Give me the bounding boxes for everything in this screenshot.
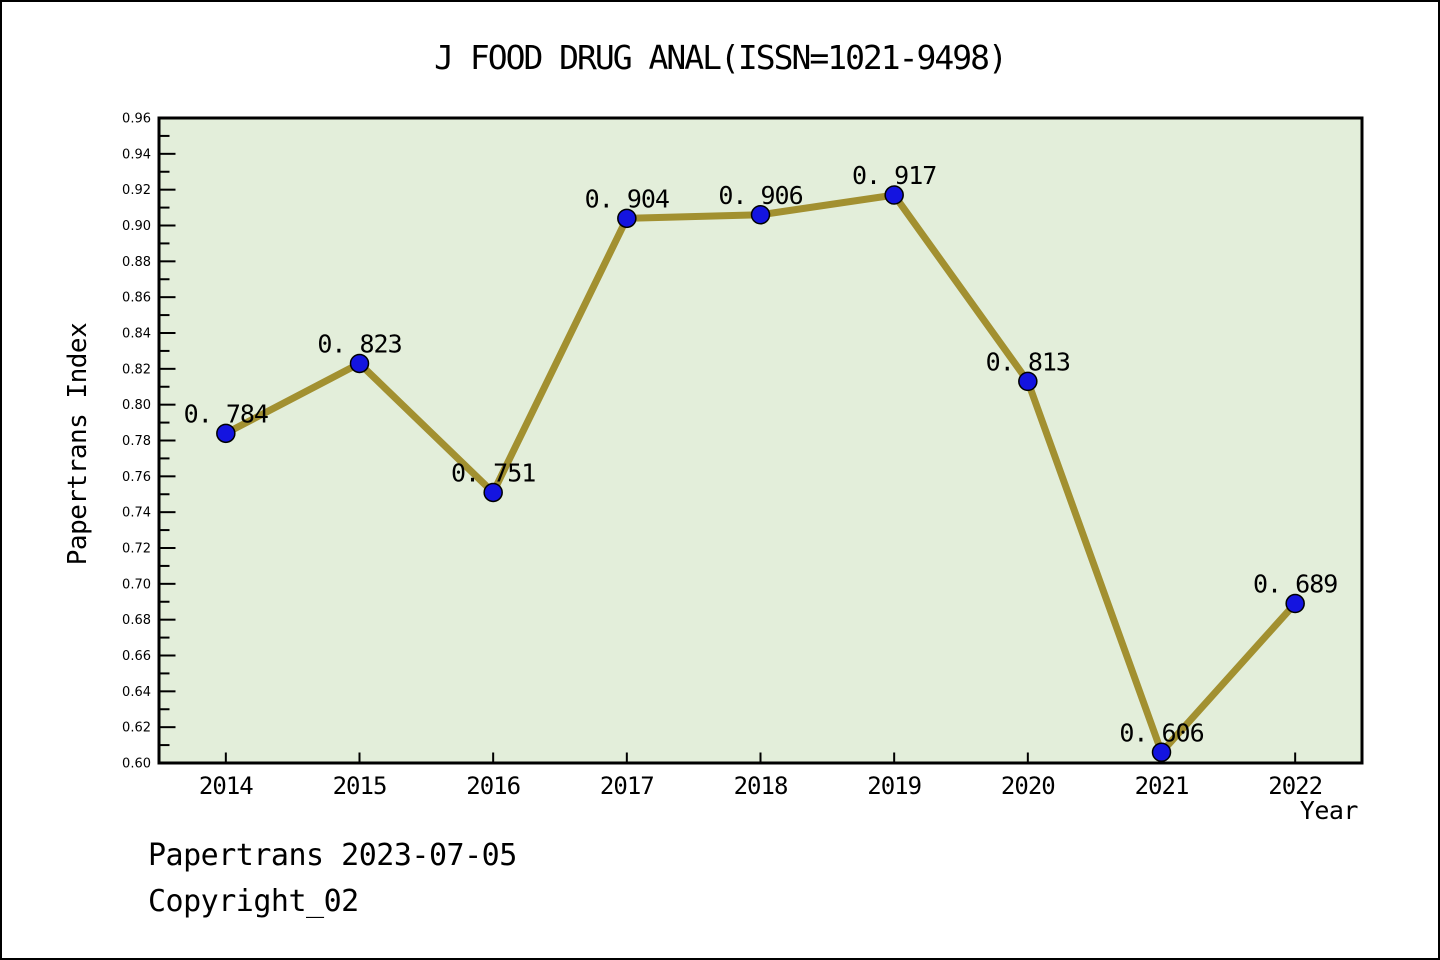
x-axis-title: Year: [1299, 796, 1359, 825]
x-tick-label: 2014: [199, 772, 253, 800]
y-tick-label: 0.64: [122, 685, 151, 700]
y-tick-label: 0.84: [122, 327, 151, 342]
y-tick-label: 0.62: [122, 721, 151, 736]
data-point-label: 0. 904: [585, 184, 669, 213]
y-tick-label: 0.78: [122, 434, 151, 449]
y-tick-label: 0.90: [122, 219, 151, 234]
data-point-label: 0. 751: [451, 458, 535, 487]
y-tick-label: 0.88: [122, 255, 151, 270]
x-tick-label: 2017: [600, 772, 654, 800]
data-point: [884, 185, 904, 205]
x-tick-label: 2022: [1268, 772, 1322, 800]
data-point: [483, 482, 503, 503]
plot-frame: [157, 116, 1364, 765]
y-tick-label: 0.60: [122, 757, 151, 772]
y-tick-label: 0.80: [122, 398, 151, 413]
data-point-label: 0. 784: [184, 399, 268, 428]
data-point-label: 0. 813: [986, 347, 1070, 376]
data-point-label: 0. 917: [852, 161, 936, 190]
y-tick-label: 0.92: [122, 183, 151, 198]
x-tick-label: 2021: [1135, 772, 1189, 800]
y-tick-label: 0.72: [122, 542, 151, 557]
y-tick-label: 0.76: [122, 470, 151, 485]
data-point: [1151, 742, 1172, 762]
data-point: [216, 423, 236, 444]
y-tick-label: 0.74: [122, 506, 151, 521]
y-tick-label: 0.66: [122, 649, 151, 664]
chart-title: J FOOD DRUG ANAL(ISSN=1021-9498): [434, 38, 1008, 77]
data-point: [750, 205, 771, 225]
data-point: [617, 208, 637, 229]
x-tick-label: 2019: [867, 772, 921, 800]
x-tick-label: 2015: [333, 772, 387, 800]
watermark-date: Papertrans 2023-07-05: [148, 838, 517, 873]
y-tick-label: 0.68: [122, 613, 151, 628]
data-point-label: 0. 689: [1253, 570, 1337, 599]
data-point: [1285, 593, 1305, 614]
data-point-label: 0. 823: [317, 329, 401, 358]
data-point-label: 0. 906: [718, 181, 802, 210]
x-tick-label: 2016: [466, 772, 520, 800]
x-tick-label: 2020: [1001, 772, 1055, 800]
y-tick-label: 0.70: [122, 577, 151, 592]
y-tick-label: 0.82: [122, 362, 151, 377]
y-tick-label: 0.94: [122, 147, 151, 162]
x-tick-label: 2018: [734, 772, 788, 800]
watermark-copyright: Copyright_02: [148, 884, 359, 919]
y-tick-label: 0.86: [122, 291, 151, 306]
plot-area: [159, 118, 1362, 763]
y-tick-label: 0.96: [122, 112, 151, 127]
data-point: [1018, 371, 1038, 392]
data-point-label: 0. 606: [1119, 718, 1203, 747]
data-point: [349, 353, 370, 374]
